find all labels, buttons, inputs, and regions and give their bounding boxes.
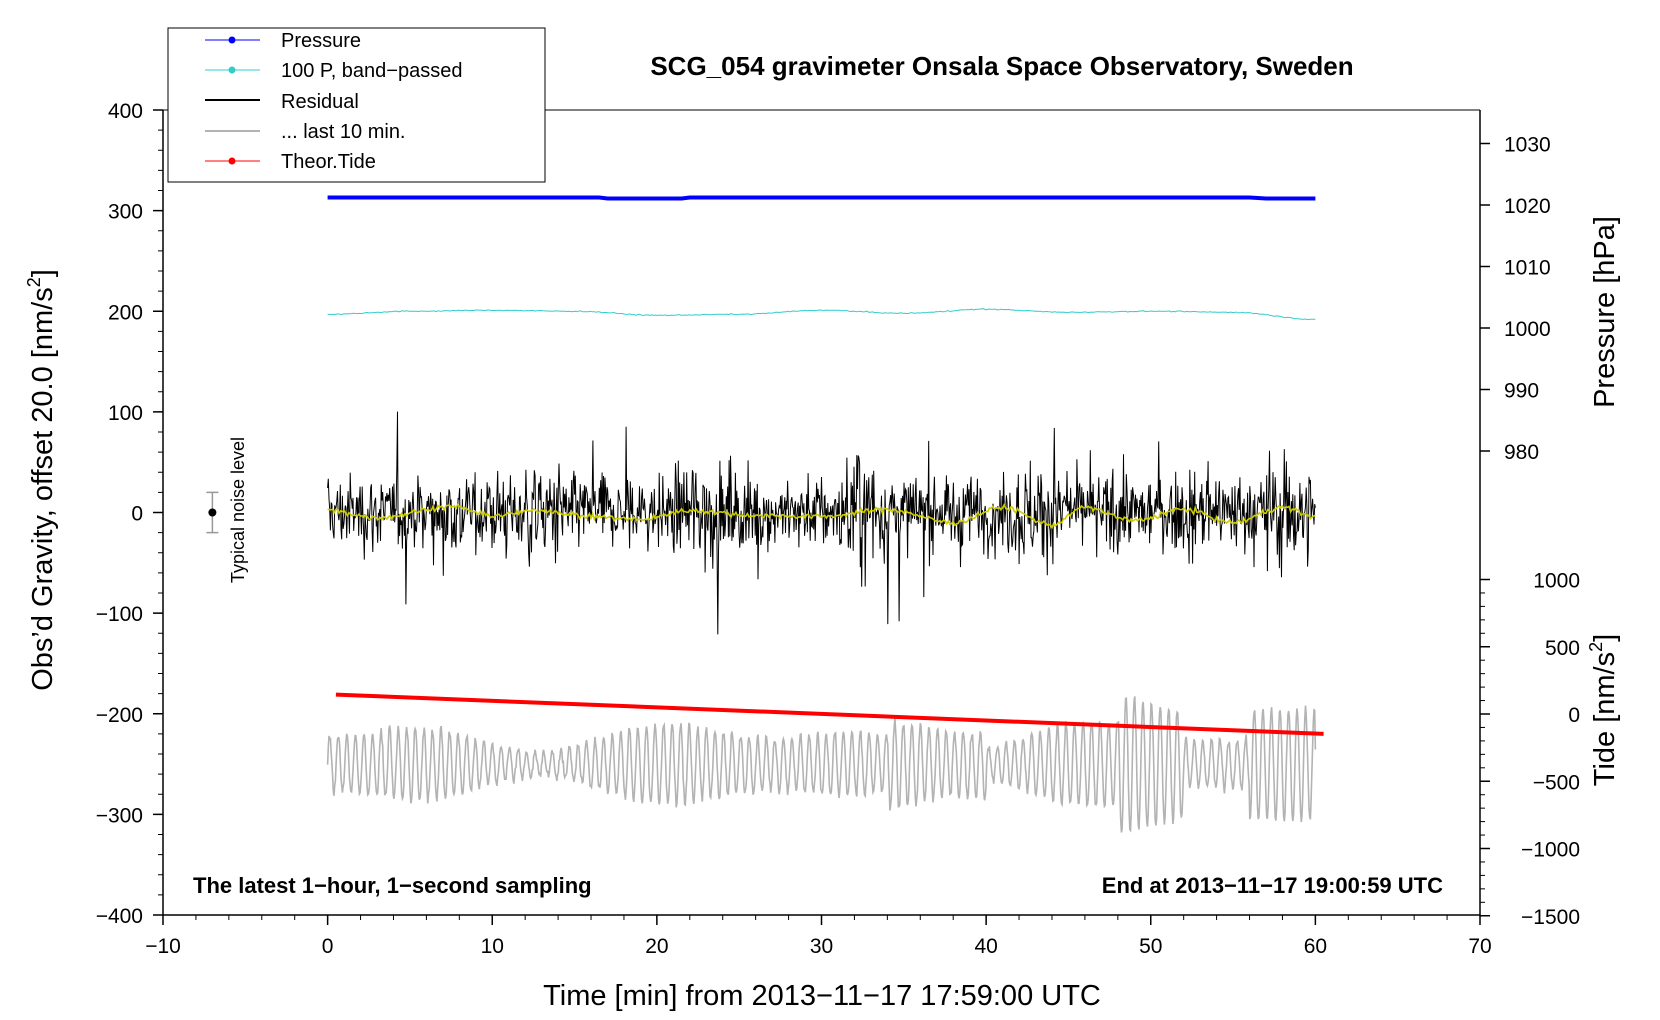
y-tick-label: 300	[108, 201, 143, 224]
tide-tick-label: −500	[1533, 771, 1580, 794]
annotation-end-time: End at 2013−11−17 19:00:59 UTC	[1102, 873, 1443, 898]
y-tick-label: 200	[108, 301, 143, 324]
x-tick-label: 40	[974, 935, 997, 958]
y-axis-title-left: Obs’d Gravity, offset 20.0 [nm/s2]	[24, 269, 59, 691]
x-tick-label: 50	[1139, 935, 1162, 958]
legend: Pressure 100 P, band−passed Residual ...…	[167, 27, 546, 183]
y-tick-label: 100	[108, 402, 143, 425]
series-last-10-min	[326, 696, 1317, 833]
annotation-sampling: The latest 1−hour, 1−second sampling	[193, 873, 592, 898]
tide-tick-label: −1000	[1521, 839, 1580, 862]
x-tick-label: 70	[1468, 935, 1491, 958]
pressure-tick-label: 1000	[1504, 318, 1551, 341]
y-axis-title-tide: Tide [nm/s2]	[1586, 634, 1621, 786]
pressure-tick-label: 990	[1504, 380, 1539, 403]
y-tick-label: −200	[96, 704, 143, 727]
x-tick-label: 10	[481, 935, 504, 958]
axes: −10 0 10 20 30 40 50 60 704003002001000−100−200−…	[96, 100, 1580, 958]
series-band-passed	[327, 308, 1316, 321]
x-tick-label: −10	[145, 935, 181, 958]
tide-tick-label: 0	[1568, 704, 1580, 727]
y-tick-label: −400	[96, 905, 143, 928]
x-tick-label: 0	[322, 935, 334, 958]
x-tick-label: 20	[645, 935, 668, 958]
legend-label-last-10-min: ... last 10 min.	[281, 121, 406, 143]
series-residual	[327, 411, 1316, 635]
legend-item-last-10-min: ... last 10 min.	[205, 121, 406, 143]
tide-tick-label: 500	[1545, 637, 1580, 660]
x-tick-label: 30	[810, 935, 833, 958]
series-pressure	[327, 195, 1316, 201]
y-tick-label: −100	[96, 603, 143, 626]
y-tick-label: 400	[108, 100, 143, 123]
chart-title: SCG_054 gravimeter Onsala Space Observat…	[650, 51, 1353, 81]
noise-bar-point	[208, 508, 217, 517]
pressure-tick-label: 1030	[1504, 134, 1551, 157]
x-tick-label: 60	[1304, 935, 1327, 958]
legend-label-pressure: Pressure	[281, 30, 361, 52]
legend-label-band-passed: 100 P, band−passed	[281, 60, 462, 82]
legend-marker-band-passed	[228, 66, 236, 74]
legend-label-theor-tide: Theor.Tide	[281, 151, 376, 173]
legend-item-pressure: Pressure	[205, 30, 361, 52]
y-tick-label: −300	[96, 804, 143, 827]
legend-label-residual: Residual	[281, 91, 359, 113]
x-axis-title: Time [min] from 2013−11−17 17:59:00 UTC	[543, 980, 1101, 1012]
y-tick-label: 0	[131, 503, 143, 526]
series-residual-smoothed	[327, 503, 1316, 530]
tide-tick-label: 1000	[1533, 570, 1580, 593]
legend-box	[167, 27, 546, 183]
pressure-tick-label: 1020	[1504, 195, 1551, 218]
pressure-tick-label: 980	[1504, 441, 1539, 464]
pressure-tick-label: 1010	[1504, 257, 1551, 280]
legend-item-theor-tide: Theor.Tide	[205, 151, 376, 173]
legend-item-band-passed: 100 P, band−passed	[205, 60, 462, 82]
legend-marker-theor-tide	[228, 157, 236, 165]
noise-level-label: Typical noise level	[228, 437, 248, 583]
series-theor-tide	[335, 692, 1324, 736]
plot-area	[206, 195, 1324, 833]
legend-marker-pressure	[228, 36, 236, 44]
y-axis-title-pressure: Pressure [hPa]	[1589, 216, 1621, 408]
legend-item-residual: Residual	[205, 91, 359, 113]
tide-tick-label: −1500	[1521, 906, 1580, 929]
